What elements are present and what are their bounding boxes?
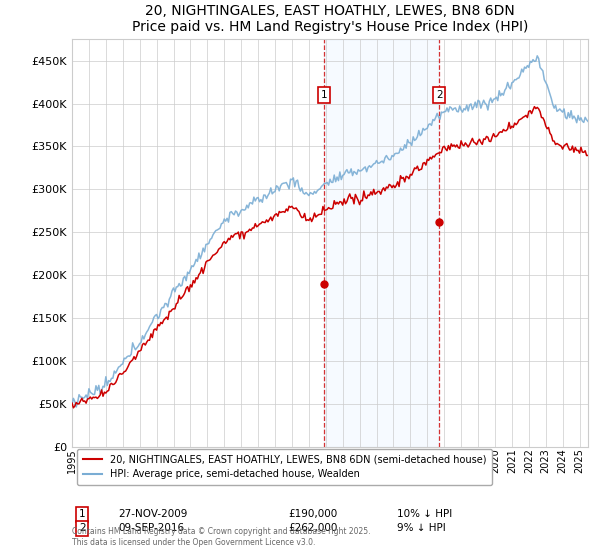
Text: 27-NOV-2009: 27-NOV-2009 — [118, 509, 188, 519]
Text: 09-SEP-2016: 09-SEP-2016 — [118, 524, 185, 534]
Title: 20, NIGHTINGALES, EAST HOATHLY, LEWES, BN8 6DN
Price paid vs. HM Land Registry's: 20, NIGHTINGALES, EAST HOATHLY, LEWES, B… — [132, 4, 528, 34]
Legend: 20, NIGHTINGALES, EAST HOATHLY, LEWES, BN8 6DN (semi-detached house), HPI: Avera: 20, NIGHTINGALES, EAST HOATHLY, LEWES, B… — [77, 449, 492, 485]
Text: £190,000: £190,000 — [289, 509, 338, 519]
Text: 1: 1 — [79, 509, 86, 519]
Text: £262,000: £262,000 — [289, 524, 338, 534]
Text: 9% ↓ HPI: 9% ↓ HPI — [397, 524, 446, 534]
Bar — [324, 39, 439, 447]
Text: 1: 1 — [321, 90, 328, 100]
Text: 2: 2 — [436, 90, 442, 100]
Text: Contains HM Land Registry data © Crown copyright and database right 2025.
This d: Contains HM Land Registry data © Crown c… — [72, 528, 371, 547]
Text: 10% ↓ HPI: 10% ↓ HPI — [397, 509, 452, 519]
Text: 2: 2 — [79, 524, 86, 534]
